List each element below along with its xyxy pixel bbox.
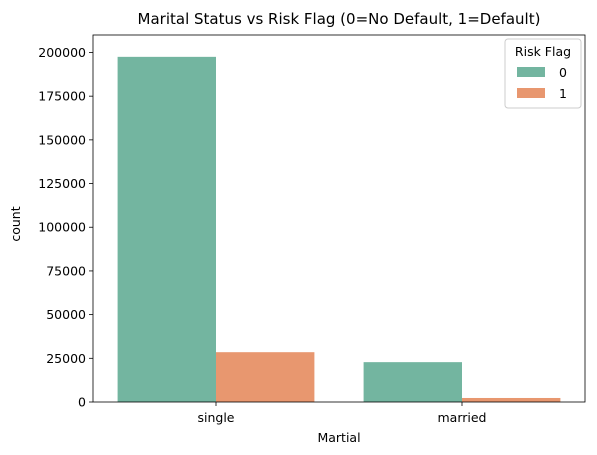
- x-axis-label: Martial: [317, 430, 360, 445]
- plot-area: 0 25000 50000 75000 100000 125000 150000 175000…: [38, 34, 586, 425]
- bar-single-0: [117, 56, 216, 402]
- y-tick-label: 100000: [38, 220, 86, 235]
- legend-title: Risk Flag: [515, 44, 571, 59]
- x-tick-label: single: [197, 410, 234, 425]
- chart-title: Marital Status vs Risk Flag (0=No Defaul…: [138, 10, 541, 28]
- x-tick-label: married: [438, 410, 487, 425]
- y-tick-label: 175000: [38, 89, 86, 104]
- legend: Risk Flag 0 1: [504, 38, 582, 109]
- y-tick-label: 0: [78, 395, 86, 410]
- y-tick-label: 125000: [38, 176, 86, 191]
- y-tick-label: 150000: [38, 132, 86, 147]
- y-tick-label: 75000: [46, 263, 86, 278]
- plot-frame: [92, 34, 586, 403]
- legend-swatch-0: [517, 67, 545, 77]
- y-tick-label: 200000: [38, 45, 86, 60]
- y-axis-label: count: [8, 206, 23, 241]
- bar-married-1: [462, 397, 561, 402]
- bar-single-1: [216, 352, 315, 402]
- y-tick-label: 25000: [46, 351, 86, 366]
- legend-swatch-1: [517, 88, 545, 98]
- bar-married-0: [363, 362, 462, 402]
- y-tick-label: 50000: [46, 307, 86, 322]
- legend-label-1: 1: [559, 86, 567, 101]
- legend-label-0: 0: [559, 65, 567, 80]
